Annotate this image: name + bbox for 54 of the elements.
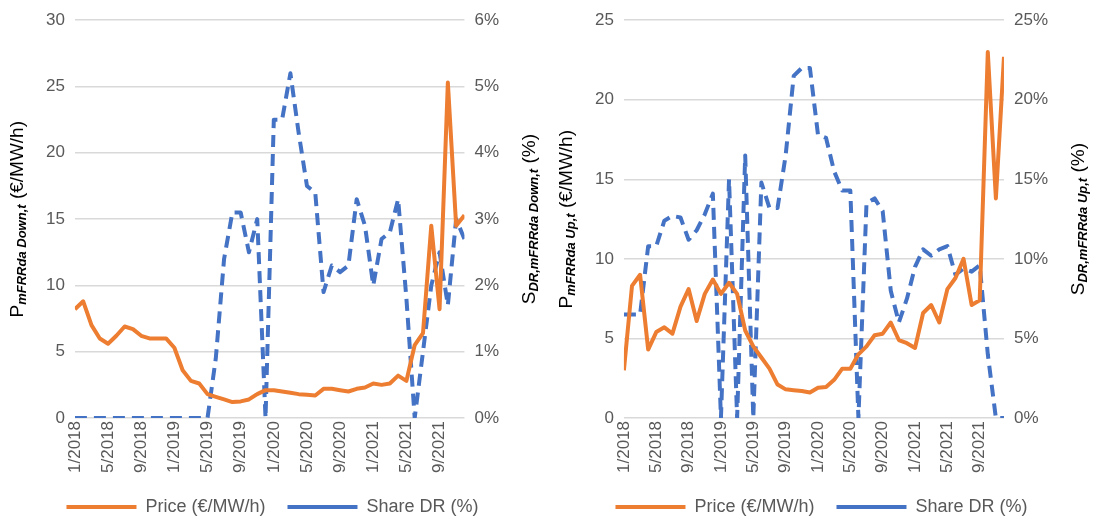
x-tick-label: 5/2019 bbox=[197, 421, 217, 473]
x-tick-label: 1/2020 bbox=[263, 421, 283, 473]
x-tick-label: 5/2019 bbox=[742, 421, 762, 473]
x-tick-label: 9/2020 bbox=[872, 421, 892, 473]
y2-tick-label: 3% bbox=[474, 208, 500, 228]
x-tick-label: 5/2018 bbox=[645, 421, 665, 473]
x-tick-label: 1/2019 bbox=[710, 421, 730, 473]
x-tick-label: 1/2018 bbox=[64, 421, 84, 473]
y2-tick-label: 25% bbox=[1013, 9, 1049, 29]
x-tick-label: 1/2019 bbox=[164, 421, 184, 473]
y2-tick-label: 2% bbox=[474, 275, 500, 295]
y-tick-label: 15 bbox=[45, 208, 65, 228]
x-tick-label: 9/2021 bbox=[969, 421, 989, 473]
y2-tick-label: 0% bbox=[474, 407, 500, 427]
y2-tick-label: 20% bbox=[1013, 89, 1049, 109]
x-tick-label: 5/2020 bbox=[840, 421, 860, 473]
x-tick-label: 1/2020 bbox=[807, 421, 827, 473]
y-tick-label: 15 bbox=[594, 169, 614, 189]
x-tick-label: 5/2021 bbox=[396, 421, 416, 473]
x-tick-label: 5/2021 bbox=[937, 421, 957, 473]
y-tick-label: 25 bbox=[594, 9, 614, 29]
x-tick-label: 5/2018 bbox=[97, 421, 117, 473]
y2-tick-label: 5% bbox=[474, 76, 500, 96]
x-tick-label: 9/2020 bbox=[329, 421, 349, 473]
x-tick-label: 1/2021 bbox=[362, 421, 382, 473]
legend-label: Price (€/MW/h) bbox=[694, 495, 815, 516]
y-tick-label: 0 bbox=[55, 407, 65, 427]
y2-tick-label: 10% bbox=[1013, 248, 1049, 268]
y-tick-label: 5 bbox=[55, 341, 65, 361]
y-tick-label: 10 bbox=[594, 248, 614, 268]
x-tick-label: 9/2018 bbox=[130, 421, 150, 473]
y2-tick-label: 1% bbox=[474, 341, 500, 361]
x-tick-label: 5/2020 bbox=[296, 421, 316, 473]
x-tick-label: 9/2018 bbox=[678, 421, 698, 473]
y-tick-label: 30 bbox=[45, 9, 65, 29]
x-tick-label: 1/2018 bbox=[613, 421, 633, 473]
y-tick-label: 20 bbox=[594, 89, 614, 109]
y2-tick-label: 6% bbox=[474, 9, 500, 29]
y2-tick-label: 5% bbox=[1013, 328, 1039, 348]
x-tick-label: 9/2019 bbox=[775, 421, 795, 473]
legend-label: Share DR (%) bbox=[915, 495, 1028, 516]
y-tick-label: 5 bbox=[604, 328, 614, 348]
y2-tick-label: 4% bbox=[474, 142, 500, 162]
y-tick-label: 20 bbox=[45, 142, 65, 162]
legend-label: Price (€/MW/h) bbox=[145, 495, 266, 516]
legend-label: Share DR (%) bbox=[366, 495, 479, 516]
y-tick-label: 25 bbox=[45, 76, 65, 96]
y2-tick-label: 15% bbox=[1013, 169, 1049, 189]
y-tick-label: 10 bbox=[45, 275, 65, 295]
x-tick-label: 9/2021 bbox=[429, 421, 449, 473]
x-tick-label: 9/2019 bbox=[230, 421, 250, 473]
y-tick-label: 0 bbox=[604, 407, 614, 427]
x-tick-label: 1/2021 bbox=[904, 421, 924, 473]
y2-tick-label: 0% bbox=[1013, 407, 1039, 427]
